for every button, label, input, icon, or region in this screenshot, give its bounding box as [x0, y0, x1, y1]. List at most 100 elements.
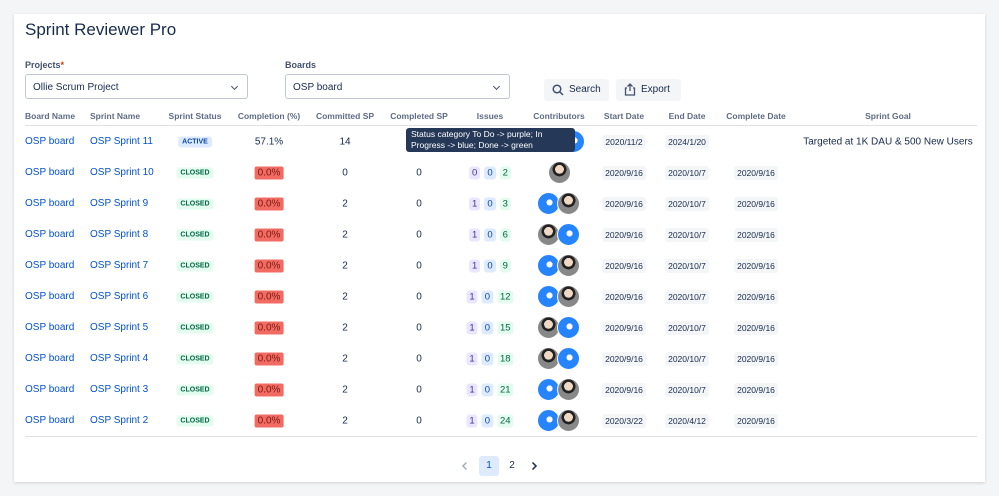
link[interactable]: OSP board	[25, 167, 75, 178]
link[interactable]: OSP board	[25, 291, 75, 302]
link[interactable]: OSP Sprint 3	[90, 384, 149, 395]
link[interactable]: OSP Sprint 11	[90, 136, 153, 147]
tooltip: Status category To Do -> purple; In Prog…	[406, 128, 575, 152]
date: 2020/9/16	[734, 228, 778, 242]
avatar	[557, 409, 580, 432]
sprint-goal: Targeted at 1K DAU & 500 New Users	[803, 136, 973, 148]
committed-sp: 2	[342, 198, 348, 210]
link[interactable]: OSP board	[25, 384, 75, 395]
link[interactable]: OSP board	[25, 322, 75, 333]
export-icon	[624, 83, 636, 96]
completion: 0.0%	[254, 228, 284, 242]
issue-count: 6	[499, 228, 511, 242]
issue-count: 0	[484, 197, 496, 211]
boards-select[interactable]: OSP board	[285, 74, 510, 99]
date: 2020/9/16	[602, 259, 646, 273]
column-header: Completed SP	[390, 111, 448, 121]
issue-count: 0	[481, 414, 494, 428]
search-button[interactable]: Search	[544, 79, 609, 101]
issue-count: 21	[497, 383, 514, 397]
date: 2020/10/7	[665, 197, 709, 211]
issues: 1 0 24	[464, 414, 515, 428]
link[interactable]: OSP Sprint 6	[90, 291, 149, 302]
completed-sp: 0	[416, 353, 422, 365]
avatar	[548, 161, 571, 184]
table-bottom	[25, 436, 977, 437]
projects-select[interactable]: Ollie Scrum Project	[25, 74, 248, 99]
date: 2020/9/16	[734, 290, 778, 304]
issue-count: 0	[484, 228, 496, 242]
committed-sp: 14	[339, 136, 351, 148]
link[interactable]: OSP board	[25, 415, 75, 426]
status-lozenge: CLOSED	[176, 322, 214, 334]
link[interactable]: OSP board	[25, 198, 75, 209]
issue-count: 1	[469, 259, 481, 273]
avatar	[557, 254, 580, 277]
link[interactable]: OSP board	[25, 229, 75, 240]
issue-count: 1	[469, 197, 481, 211]
issue-count: 1	[466, 414, 478, 428]
date: 2020/10/7	[665, 321, 709, 335]
completed-sp: 0	[416, 167, 422, 179]
status-lozenge: CLOSED	[176, 353, 214, 365]
page-button[interactable]: 2	[509, 460, 515, 471]
prev-page[interactable]	[460, 461, 470, 471]
issue-count: 18	[497, 352, 514, 366]
status-lozenge: ACTIVE	[178, 136, 212, 148]
date: 2020/9/16	[602, 352, 646, 366]
issue-count: 1	[466, 383, 478, 397]
avatar	[557, 378, 580, 401]
completed-sp: 0	[416, 291, 422, 303]
issues: 1 0 15	[464, 321, 515, 335]
link[interactable]: OSP Sprint 2	[90, 415, 149, 426]
link[interactable]: OSP board	[25, 136, 75, 147]
date: 2020/9/16	[734, 383, 778, 397]
search-icon	[552, 84, 564, 96]
date: 2020/9/16	[602, 166, 646, 180]
column-header: Committed SP	[315, 111, 375, 121]
avatar	[557, 316, 580, 339]
column-header: Sprint Goal	[865, 111, 911, 121]
issues: 1 0 12	[464, 290, 515, 304]
next-page[interactable]	[529, 461, 539, 471]
date: 2020/4/12	[665, 414, 709, 428]
completion: 0.0%	[254, 414, 284, 428]
status-lozenge: CLOSED	[176, 291, 214, 303]
date: 2020/9/16	[602, 383, 646, 397]
link[interactable]: OSP Sprint 9	[90, 198, 149, 209]
completed-sp: 0	[416, 322, 422, 334]
issue-count: 0	[484, 166, 496, 180]
link[interactable]: OSP Sprint 5	[90, 322, 149, 333]
status-lozenge: CLOSED	[176, 229, 214, 241]
completion: 0.0%	[254, 352, 284, 366]
date: 2020/9/16	[602, 197, 646, 211]
date: 2020/9/16	[602, 321, 646, 335]
column-header: Contributors	[533, 111, 585, 121]
export-button[interactable]: Export	[616, 79, 681, 101]
link[interactable]: OSP board	[25, 353, 75, 364]
completed-sp: 0	[416, 229, 422, 241]
page-button[interactable]: 1	[479, 456, 499, 476]
issue-count: 3	[499, 197, 511, 211]
avatar	[557, 192, 580, 215]
issue-count: 1	[466, 321, 478, 335]
link[interactable]: OSP Sprint 10	[90, 167, 154, 178]
date: 2020/9/16	[602, 290, 646, 304]
link[interactable]: OSP Sprint 7	[90, 260, 149, 271]
committed-sp: 2	[342, 384, 348, 396]
issues: 1 0 21	[464, 383, 515, 397]
date: 2020/9/16	[734, 166, 778, 180]
link[interactable]: OSP Sprint 4	[90, 353, 149, 364]
column-header: Issues	[476, 111, 504, 121]
link[interactable]: OSP board	[25, 260, 75, 271]
search-text: Search	[569, 84, 601, 95]
app-title: Sprint Reviewer Pro	[25, 20, 177, 39]
boards-label: Boards	[285, 60, 317, 70]
completion: 0.0%	[254, 290, 284, 304]
issue-count: 12	[497, 290, 514, 304]
column-header: Sprint Status	[168, 111, 222, 121]
issue-count: 0	[481, 352, 494, 366]
link[interactable]: OSP Sprint 8	[90, 229, 149, 240]
